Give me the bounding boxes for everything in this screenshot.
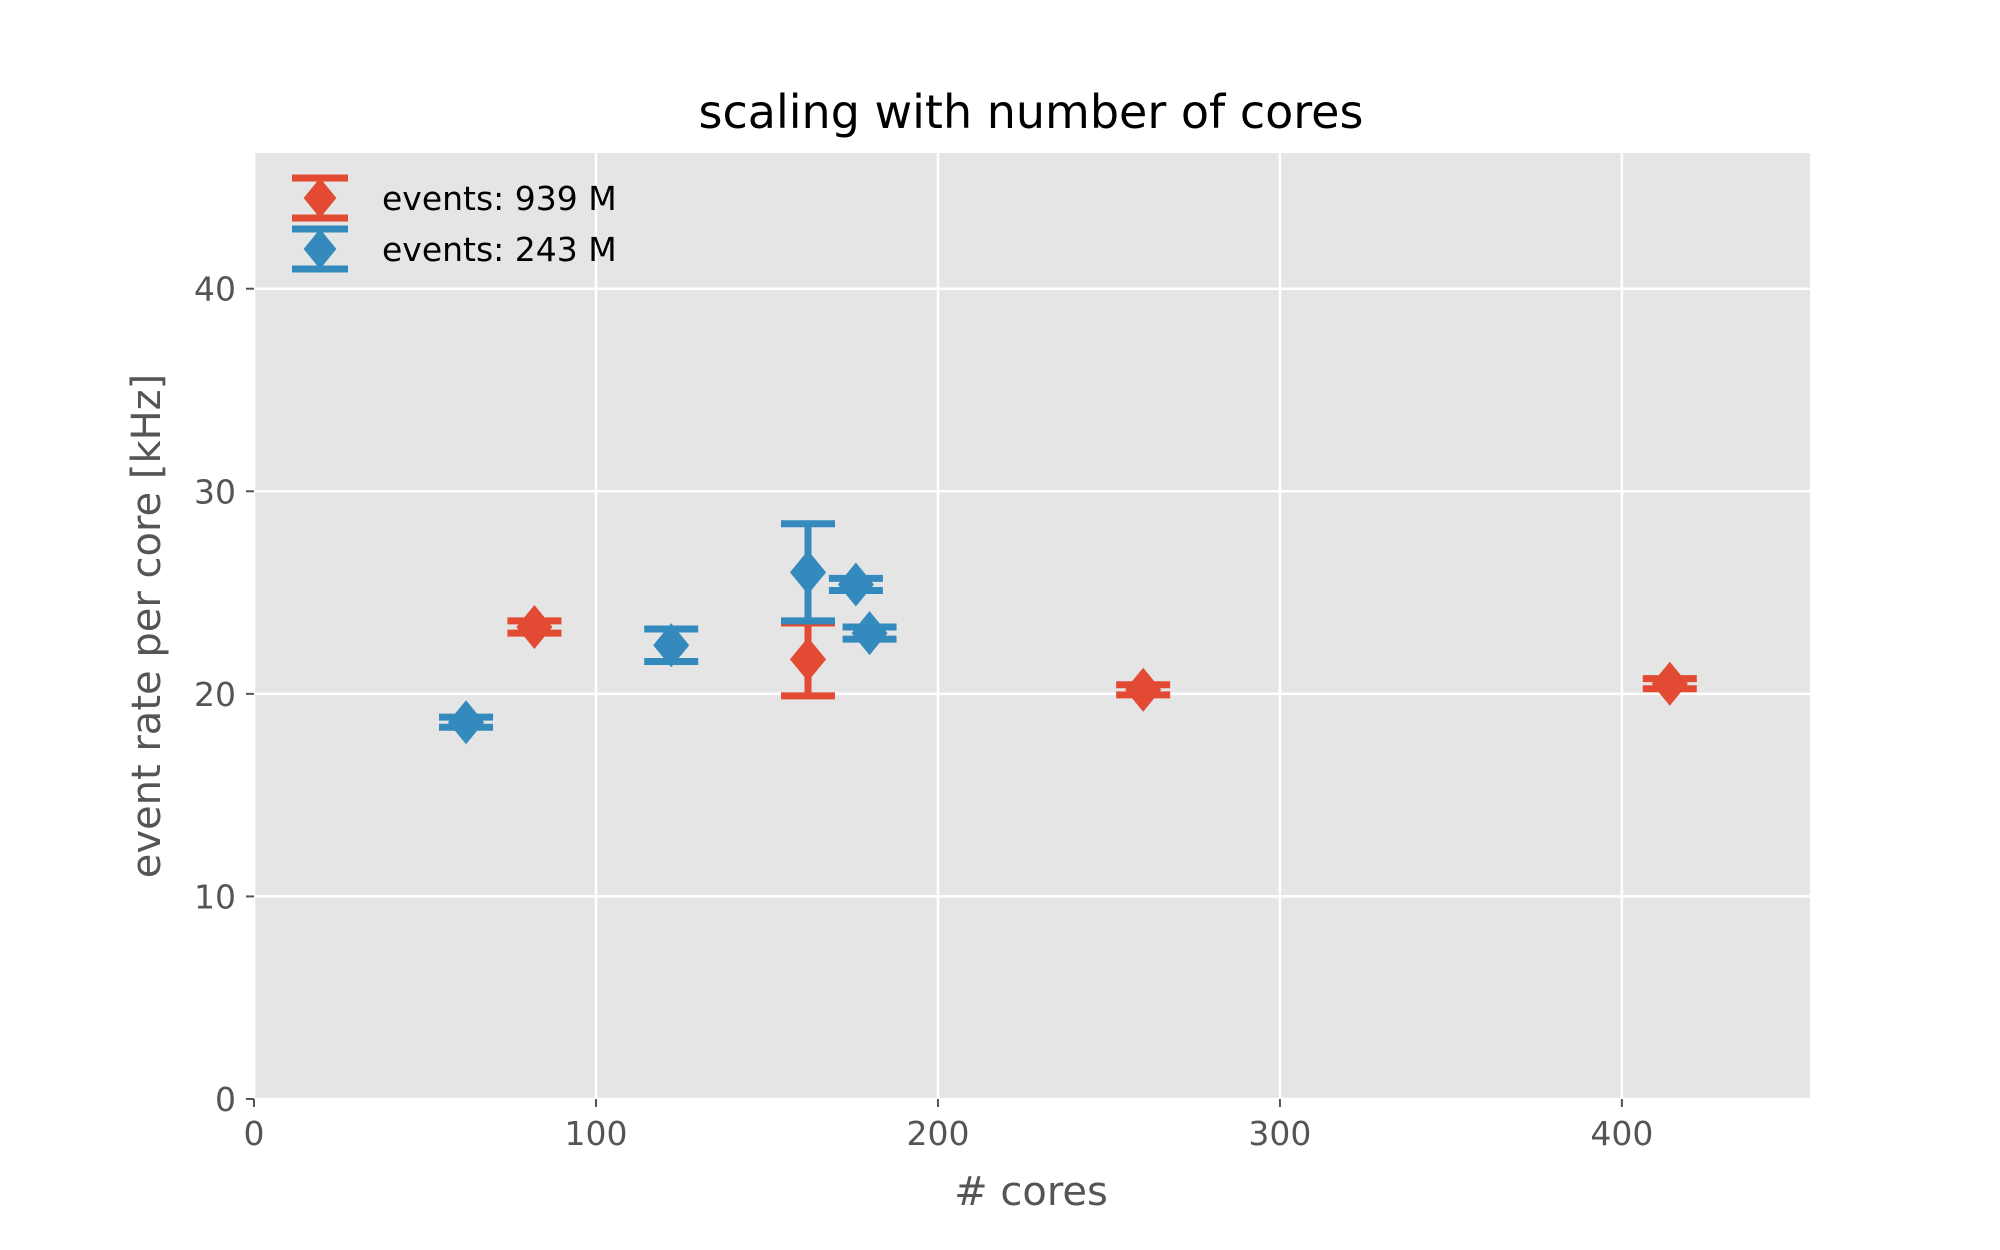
x-tick-label: 100 — [564, 1114, 627, 1153]
data-point-marker — [851, 611, 888, 656]
legend-entry: events: 939 M — [292, 174, 617, 222]
data-point-marker — [653, 623, 690, 668]
data-point-marker — [837, 562, 874, 607]
data-series — [439, 520, 1697, 745]
series-2 — [439, 520, 897, 745]
x-tick-label: 0 — [244, 1114, 265, 1153]
y-tick-label: 10 — [194, 877, 236, 916]
chart-title: scaling with number of cores — [699, 85, 1364, 139]
legend-swatch-marker — [303, 229, 337, 269]
axes: 0 100 200 300 400 0 10 20 30 40 — [194, 270, 1653, 1153]
legend-entry: events: 243 M — [292, 225, 617, 273]
x-tick-label: 300 — [1248, 1114, 1311, 1153]
data-point-marker — [1651, 661, 1688, 706]
y-tick-label: 20 — [194, 675, 236, 714]
y-tick-label: 40 — [194, 270, 236, 309]
y-tick-label: 30 — [194, 472, 236, 511]
x-tick-label: 200 — [906, 1114, 969, 1153]
legend-label: events: 939 M — [382, 179, 617, 218]
data-point-marker — [447, 700, 485, 745]
series-1 — [507, 605, 1697, 712]
legend-label: events: 243 M — [382, 230, 617, 269]
x-tick-label: 400 — [1590, 1114, 1653, 1153]
plot-area-background — [254, 153, 1810, 1099]
grid-lines — [252, 153, 1810, 1101]
y-axis-label: event rate per core [kHz] — [124, 374, 170, 879]
data-point-marker — [516, 605, 553, 650]
legend: events: 939 M events: 243 M — [292, 174, 617, 273]
data-point-marker — [1125, 667, 1162, 712]
data-point-marker — [789, 637, 827, 682]
y-tick-label: 0 — [215, 1080, 236, 1119]
x-axis-label: # cores — [954, 1169, 1108, 1215]
legend-swatch-marker — [303, 178, 337, 218]
data-point-marker — [789, 550, 827, 595]
